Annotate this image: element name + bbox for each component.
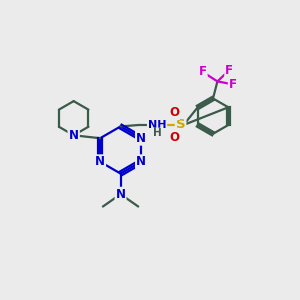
Text: O: O: [169, 131, 179, 144]
Text: N: N: [69, 129, 79, 142]
Text: S: S: [176, 118, 185, 131]
Text: O: O: [169, 106, 179, 119]
Text: N: N: [136, 132, 146, 145]
Text: N: N: [69, 129, 79, 142]
Text: NH: NH: [148, 120, 166, 130]
Text: N: N: [95, 155, 105, 168]
Text: N: N: [116, 188, 126, 201]
Text: N: N: [136, 155, 146, 168]
Text: F: F: [229, 78, 237, 91]
Text: H: H: [153, 128, 161, 138]
Text: F: F: [199, 65, 207, 79]
Text: F: F: [225, 64, 233, 77]
